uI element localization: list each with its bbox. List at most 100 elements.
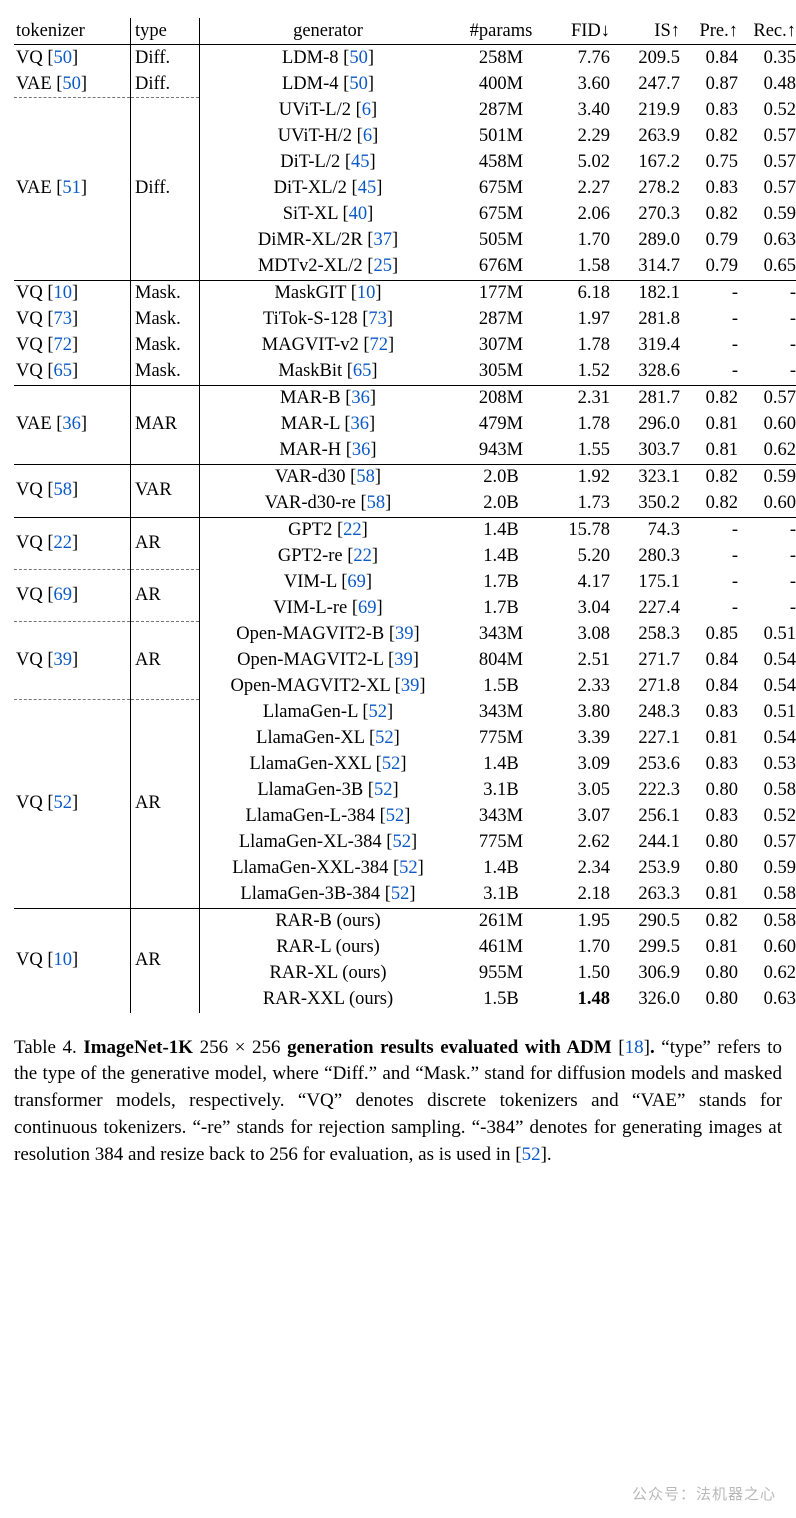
is-cell: 167.2	[616, 150, 682, 176]
recall-cell: 0.57	[740, 830, 796, 856]
citation-link[interactable]: 39	[401, 676, 420, 696]
citation-link[interactable]: 36	[351, 414, 370, 434]
citation-link[interactable]: 51	[62, 178, 81, 198]
generator-cell: Open-MAGVIT2-XL [39]	[200, 674, 457, 700]
results-table: tokenizer type generator #params FID↓ IS…	[14, 18, 796, 1013]
col-fid: FID↓	[546, 18, 616, 45]
generator-cell: GPT2 [22]	[200, 517, 457, 544]
citation-link[interactable]: 52	[386, 806, 405, 826]
type-cell: Diff.	[131, 98, 200, 281]
is-cell: 227.1	[616, 726, 682, 752]
params-cell: 3.1B	[456, 882, 546, 909]
citation-link[interactable]: 52	[375, 728, 394, 748]
citation-link[interactable]: 50	[349, 48, 368, 68]
generator-cell: MaskBit [65]	[200, 359, 457, 386]
generator-cell: LlamaGen-XL [52]	[200, 726, 457, 752]
precision-cell: 0.85	[682, 622, 740, 648]
fid-cell: 2.34	[546, 856, 616, 882]
citation-link[interactable]: 52	[374, 780, 393, 800]
citation-link[interactable]: 10	[357, 283, 376, 303]
citation-link[interactable]: 73	[54, 309, 73, 329]
generator-cell: RAR-XXL (ours)	[200, 987, 457, 1013]
citation-link[interactable]: 36	[352, 440, 371, 460]
precision-cell: 0.80	[682, 961, 740, 987]
recall-cell: 0.35	[740, 45, 796, 72]
recall-cell: 0.54	[740, 674, 796, 700]
citation-link[interactable]: 36	[351, 388, 370, 408]
citation-link[interactable]: 58	[54, 480, 73, 500]
type-cell: AR	[131, 517, 200, 570]
is-cell: 247.7	[616, 71, 682, 98]
citation-link[interactable]: 69	[54, 585, 73, 605]
citation-link[interactable]: 69	[358, 598, 377, 618]
generator-cell: MAR-L [36]	[200, 412, 457, 438]
generator-cell: TiTok-S-128 [73]	[200, 307, 457, 333]
citation-link[interactable]: 58	[367, 493, 386, 513]
citation-link[interactable]: 45	[351, 152, 370, 172]
citation-link[interactable]: 39	[395, 624, 414, 644]
citation-link[interactable]: 22	[54, 533, 73, 553]
citation-link[interactable]: 58	[356, 467, 375, 487]
citation-link[interactable]: 39	[54, 650, 73, 670]
params-cell: 305M	[456, 359, 546, 386]
citation-link[interactable]: 73	[368, 309, 387, 329]
citation-link[interactable]: 50	[349, 74, 368, 94]
citation-link[interactable]: 25	[373, 256, 392, 276]
citation-link[interactable]: 65	[353, 361, 372, 381]
precision-cell: -	[682, 544, 740, 570]
precision-cell: 0.79	[682, 254, 740, 281]
citation-link[interactable]: 52	[399, 858, 418, 878]
citation-link[interactable]: 52	[391, 884, 410, 904]
citation-link[interactable]: 10	[54, 283, 73, 303]
is-cell: 296.0	[616, 412, 682, 438]
citation-link[interactable]: 36	[62, 414, 81, 434]
citation-link[interactable]: 22	[353, 546, 372, 566]
precision-cell: 0.87	[682, 71, 740, 98]
precision-cell: 0.83	[682, 700, 740, 726]
citation-link[interactable]: 65	[54, 361, 73, 381]
generator-cell: LlamaGen-XL-384 [52]	[200, 830, 457, 856]
is-cell: 290.5	[616, 908, 682, 935]
is-cell: 271.7	[616, 648, 682, 674]
generator-cell: VIM-L-re [69]	[200, 596, 457, 622]
is-cell: 303.7	[616, 438, 682, 465]
recall-cell: 0.53	[740, 752, 796, 778]
is-cell: 258.3	[616, 622, 682, 648]
params-cell: 1.5B	[456, 987, 546, 1013]
fid-cell: 3.80	[546, 700, 616, 726]
is-cell: 248.3	[616, 700, 682, 726]
citation-link[interactable]: 72	[54, 335, 73, 355]
citation-link[interactable]: 45	[358, 178, 377, 198]
citation-link[interactable]: 52	[368, 702, 387, 722]
is-cell: 253.6	[616, 752, 682, 778]
generator-cell: DiMR-XL/2R [37]	[200, 228, 457, 254]
params-cell: 1.5B	[456, 674, 546, 700]
is-cell: 182.1	[616, 280, 682, 307]
table-row: VQ [58]VARVAR-d30 [58]2.0B1.92323.10.820…	[14, 464, 796, 491]
precision-cell: -	[682, 517, 740, 544]
recall-cell: 0.57	[740, 124, 796, 150]
citation-link[interactable]: 6	[363, 126, 372, 146]
precision-cell: 0.82	[682, 124, 740, 150]
citation-link[interactable]: 69	[347, 572, 366, 592]
params-cell: 943M	[456, 438, 546, 465]
params-cell: 676M	[456, 254, 546, 281]
citation-link[interactable]: 52	[392, 832, 411, 852]
citation-link[interactable]: 50	[62, 74, 81, 94]
citation-link[interactable]: 40	[349, 204, 368, 224]
citation-link[interactable]: 6	[362, 100, 371, 120]
citation-link[interactable]: 39	[394, 650, 413, 670]
citation-link[interactable]: 37	[373, 230, 392, 250]
params-cell: 479M	[456, 412, 546, 438]
citation-link[interactable]: 10	[54, 950, 73, 970]
citation-link[interactable]: 72	[370, 335, 389, 355]
citation-link[interactable]: 22	[343, 520, 362, 540]
recall-cell: 0.60	[740, 491, 796, 518]
citation-link[interactable]: 52	[382, 754, 401, 774]
tokenizer-cell: VQ [52]	[14, 700, 131, 909]
generator-cell: MAR-B [36]	[200, 385, 457, 412]
precision-cell: -	[682, 596, 740, 622]
table-row: VQ [65]Mask.MaskBit [65]305M1.52328.6--	[14, 359, 796, 386]
citation-link[interactable]: 52	[54, 793, 73, 813]
citation-link[interactable]: 50	[54, 48, 73, 68]
